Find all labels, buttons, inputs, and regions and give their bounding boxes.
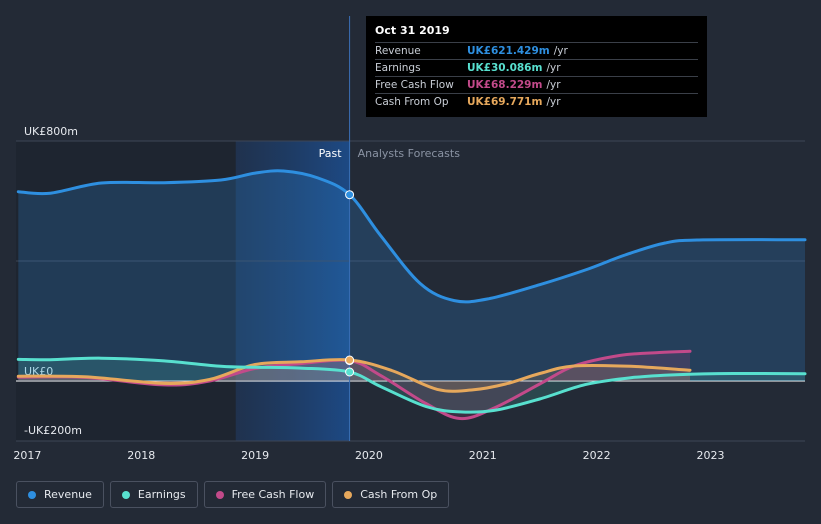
x-tick-label: 2017 xyxy=(13,449,41,462)
legend-dot-icon xyxy=(121,490,130,499)
tooltip-value: UK£69.771m xyxy=(467,96,543,108)
legend-item-cash-from-op[interactable]: Cash From Op xyxy=(332,481,450,508)
tooltip-unit: /yr xyxy=(546,79,561,91)
series-line-revenue xyxy=(16,169,807,304)
past-highlight-region xyxy=(235,141,350,441)
series-fill-cash-from-op xyxy=(18,359,691,392)
series-fill-earnings xyxy=(18,358,806,413)
tooltip-unit: /yr xyxy=(546,62,561,74)
legend-dot-icon xyxy=(28,490,36,499)
legend-label: Earnings xyxy=(137,488,186,501)
tooltip-value: UK£68.229m xyxy=(467,79,543,91)
legend: Revenue Earnings Free Cash Flow Cash Fro… xyxy=(16,481,450,508)
tooltip-row-earnings: Earnings UK£30.086m /yr xyxy=(375,59,698,76)
tooltip-name: Revenue xyxy=(375,45,421,57)
tooltip: Oct 31 2019 Revenue UK£621.429m /yr Earn… xyxy=(366,16,707,117)
x-tick-label: 2020 xyxy=(355,449,383,462)
y-tick-label: UK£800m xyxy=(24,125,78,138)
tooltip-value: UK£30.086m xyxy=(467,62,543,74)
legend-dot-icon xyxy=(344,490,353,499)
y-tick-label: -UK£200m xyxy=(24,424,82,437)
legend-label: Free Cash Flow xyxy=(231,488,315,501)
tooltip-date: Oct 31 2019 xyxy=(375,24,450,37)
series-fill-free-cash-flow xyxy=(18,351,691,419)
legend-item-free-cash-flow[interactable]: Free Cash Flow xyxy=(203,481,327,508)
x-tick-label: 2019 xyxy=(241,449,269,462)
past-label: Past xyxy=(319,147,343,160)
data-point-marker xyxy=(345,190,355,200)
tooltip-unit: /yr xyxy=(553,45,568,57)
series-line-cash-from-op xyxy=(16,358,692,393)
x-tick-label: 2023 xyxy=(697,449,725,462)
x-tick-label: 2021 xyxy=(469,449,497,462)
tooltip-name: Earnings xyxy=(375,62,421,74)
x-tick-label: 2018 xyxy=(127,449,155,462)
tooltip-name: Cash From Op xyxy=(375,96,449,108)
tooltip-row-free-cash-flow: Free Cash Flow UK£68.229m /yr xyxy=(375,76,698,93)
x-tick-label: 2022 xyxy=(583,449,611,462)
series-line-earnings xyxy=(16,356,807,414)
forecast-label: Analysts Forecasts xyxy=(358,147,461,160)
past-region xyxy=(16,141,236,441)
tooltip-name: Free Cash Flow xyxy=(375,79,454,91)
data-point-marker xyxy=(345,367,355,377)
tooltip-row-revenue: Revenue UK£621.429m /yr xyxy=(375,42,698,59)
tooltip-row-cash-from-op: Cash From Op UK£69.771m /yr xyxy=(375,93,698,110)
tooltip-unit: /yr xyxy=(546,96,561,108)
series-line-free-cash-flow xyxy=(16,349,692,421)
data-point-marker xyxy=(345,355,355,365)
legend-item-earnings[interactable]: Earnings xyxy=(109,481,198,508)
legend-item-revenue[interactable]: Revenue xyxy=(16,481,104,508)
legend-label: Revenue xyxy=(44,488,92,501)
tooltip-value: UK£621.429m xyxy=(467,45,550,57)
legend-label: Cash From Op xyxy=(360,488,438,501)
legend-dot-icon xyxy=(215,490,224,499)
